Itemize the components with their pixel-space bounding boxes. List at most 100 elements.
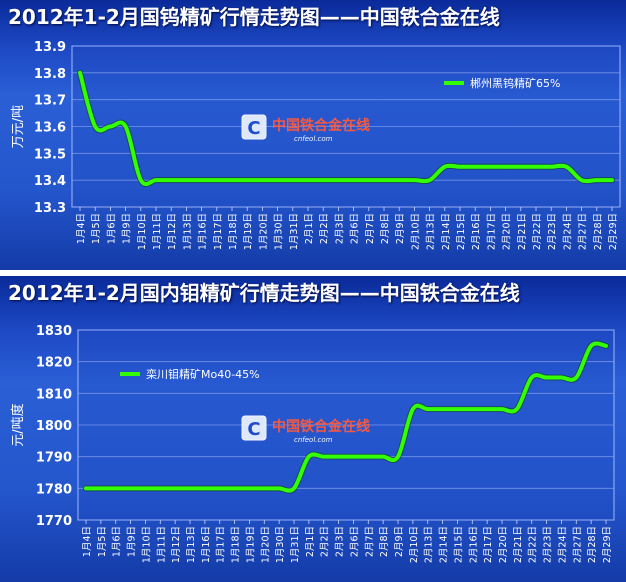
x-tick-label: 2月10日 bbox=[409, 526, 420, 563]
y-tick-label: 1770 bbox=[36, 514, 72, 529]
x-tick-label: 2月20日 bbox=[498, 526, 509, 563]
x-tick-label: 1月19日 bbox=[243, 213, 254, 250]
x-tick-label: 2月3日 bbox=[334, 213, 345, 244]
y-tick-label: 13.7 bbox=[34, 94, 66, 109]
y-tick-label: 13.3 bbox=[34, 201, 66, 216]
y-axis-label: 元/吨度 bbox=[10, 403, 26, 446]
molybdenum-chart-svg: 1830 1820 1810 1800 1790 1780 1770 1月4日 1月5日 1月6日… bbox=[10, 324, 615, 563]
y-tick-label: 1800 bbox=[36, 419, 72, 434]
x-tick-label: 1月30日 bbox=[275, 526, 286, 563]
x-tick-label: 2月14日 bbox=[439, 526, 450, 563]
watermark-text: 中国铁合金在线 bbox=[272, 117, 370, 134]
x-tick-label: 1月20日 bbox=[260, 526, 271, 563]
x-tick-label: 2月28日 bbox=[587, 526, 598, 563]
x-tick-label: 1月18日 bbox=[231, 526, 242, 563]
x-tick-label: 2月8日 bbox=[380, 213, 391, 244]
x-tick-label: 2月17日 bbox=[483, 526, 494, 563]
x-tick-label: 1月10日 bbox=[141, 526, 152, 563]
x-tick-label: 1月19日 bbox=[245, 526, 256, 563]
y-tick-label: 1810 bbox=[36, 387, 72, 402]
x-tick-label: 2月8日 bbox=[379, 526, 390, 557]
x-tick-label: 1月10日 bbox=[137, 213, 148, 250]
x-tick-label: 1月20日 bbox=[258, 213, 269, 250]
x-tick-label: 1月9日 bbox=[122, 213, 133, 244]
y-axis-label: 万元/吨 bbox=[11, 105, 26, 148]
x-tick-label: 2月28日 bbox=[593, 213, 604, 250]
x-tick-label: 1月13日 bbox=[186, 526, 197, 563]
x-tick-label: 2月22日 bbox=[532, 213, 543, 250]
x-tick-label: 1月16日 bbox=[198, 213, 209, 250]
x-tick-label: 2月7日 bbox=[365, 213, 376, 244]
x-tick-label: 1月9日 bbox=[127, 526, 138, 557]
x-tick-label: 1月17日 bbox=[213, 213, 224, 250]
molybdenum-chart: 1830 1820 1810 1800 1790 1780 1770 1月4日 1月5日 1月6日… bbox=[0, 276, 626, 582]
x-tick-label: 2月2日 bbox=[319, 213, 330, 244]
x-tick-label: 2月14日 bbox=[441, 213, 452, 250]
x-tick-label: 1月17日 bbox=[216, 526, 227, 563]
x-tick-label: 1月5日 bbox=[91, 213, 102, 244]
x-tick-label: 2月17日 bbox=[486, 213, 497, 250]
x-tick-label: 2月1日 bbox=[305, 526, 316, 557]
x-tick-label: 2月27日 bbox=[572, 526, 583, 563]
x-tick-label: 2月20日 bbox=[502, 213, 513, 250]
x-tick-label: 1月4日 bbox=[82, 526, 93, 557]
legend: 栾川钼精矿Mo40-45% bbox=[120, 367, 260, 381]
watermark-c-icon bbox=[241, 415, 267, 441]
x-tick-label: 1月11日 bbox=[156, 526, 167, 563]
watermark-letter: C bbox=[247, 419, 260, 440]
chart-title: 2012年1-2月国钨精矿行情走势图——中国铁合金在线 bbox=[8, 5, 500, 29]
chart-title: 2012年1-2月国内钼精矿行情走势图——中国铁合金在线 bbox=[8, 281, 520, 305]
y-tick-label: 13.6 bbox=[34, 121, 66, 136]
x-tick-label: 2月7日 bbox=[364, 526, 375, 557]
x-tick-label: 1月6日 bbox=[112, 526, 123, 557]
x-tick-label: 1月11日 bbox=[152, 213, 163, 250]
x-tick-label: 2月21日 bbox=[517, 213, 528, 250]
x-tick-label: 1月31日 bbox=[290, 526, 301, 563]
x-tick-label: 2月24日 bbox=[557, 526, 568, 563]
x-tick-label: 1月31日 bbox=[289, 213, 300, 250]
x-tick-label: 2月15日 bbox=[453, 526, 464, 563]
x-tick-label: 1月4日 bbox=[76, 213, 87, 244]
x-tick-label: 2月15日 bbox=[456, 213, 467, 250]
x-tick-label: 2月13日 bbox=[424, 526, 435, 563]
x-tick-label: 2月23日 bbox=[543, 526, 554, 563]
legend-label: 郴州黑钨精矿65% bbox=[470, 76, 560, 90]
y-tick-label: 1830 bbox=[36, 324, 72, 339]
x-tick-label: 2月16日 bbox=[468, 526, 479, 563]
x-tick-label: 2月6日 bbox=[350, 213, 361, 244]
series-line bbox=[84, 341, 608, 493]
x-tick-label: 2月3日 bbox=[335, 526, 346, 557]
x-tick-label: 1月30日 bbox=[274, 213, 285, 250]
y-tick-label: 13.9 bbox=[34, 40, 66, 55]
x-tick-label: 1月5日 bbox=[97, 526, 108, 557]
x-tick-label: 2月27日 bbox=[578, 213, 589, 250]
legend: 郴州黑钨精矿65% bbox=[444, 76, 560, 90]
x-tick-label: 2月22日 bbox=[528, 526, 539, 563]
watermark-url: cnfeol.com bbox=[294, 436, 333, 444]
x-tick-label: 2月23日 bbox=[547, 213, 558, 250]
watermark-c-icon bbox=[241, 114, 267, 140]
x-tick-label: 2月16日 bbox=[471, 213, 482, 250]
x-tick-label: 2月9日 bbox=[395, 213, 406, 244]
x-tick-label: 2月24日 bbox=[562, 213, 573, 250]
x-tick-label: 1月12日 bbox=[167, 213, 178, 250]
x-tick-label: 2月10日 bbox=[410, 213, 421, 250]
tungsten-chart: 13.9 13.8 13.7 13.6 13.5 13.4 13.3 1月4日 1月5日 1月6日… bbox=[0, 0, 626, 270]
y-tick-label: 13.5 bbox=[34, 147, 66, 162]
y-tick-label: 13.4 bbox=[34, 174, 66, 189]
watermark-letter: C bbox=[247, 118, 260, 139]
y-tick-label: 1790 bbox=[36, 451, 72, 466]
x-tick-label: 2月1日 bbox=[304, 213, 315, 244]
y-tick-label: 13.8 bbox=[34, 67, 66, 82]
x-tick-label: 1月16日 bbox=[201, 526, 212, 563]
x-tick-label: 2月2日 bbox=[320, 526, 331, 557]
legend-label: 栾川钼精矿Mo40-45% bbox=[146, 367, 260, 381]
watermark-url: cnfeol.com bbox=[294, 135, 333, 143]
x-tick-label: 2月9日 bbox=[394, 526, 405, 557]
y-tick-label: 1820 bbox=[36, 356, 72, 371]
watermark-text: 中国铁合金在线 bbox=[272, 418, 370, 435]
x-tick-label: 1月18日 bbox=[228, 213, 239, 250]
x-tick-label: 1月6日 bbox=[106, 213, 117, 244]
